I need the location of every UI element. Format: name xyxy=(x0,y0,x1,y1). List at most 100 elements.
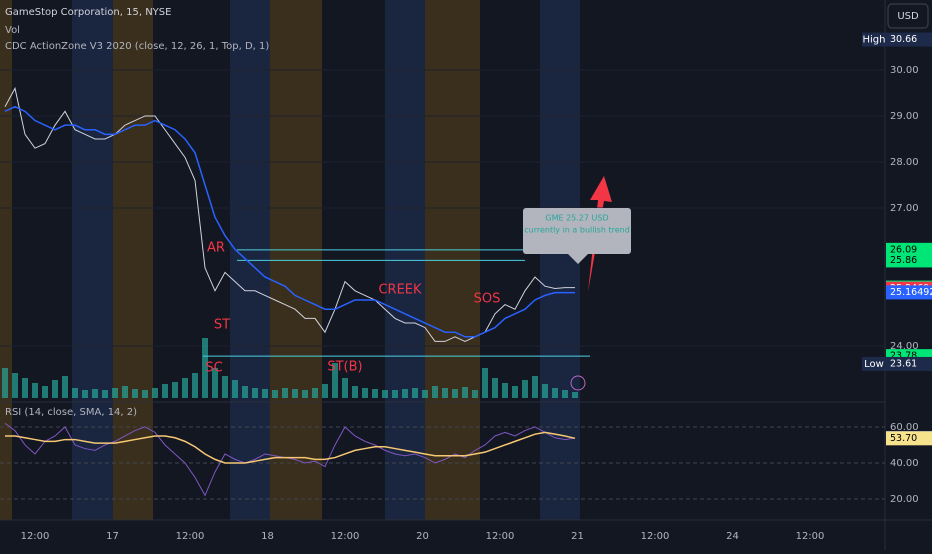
volume-bar xyxy=(422,390,428,398)
volume-bar xyxy=(132,389,138,398)
volume-bar xyxy=(492,378,498,398)
price-label: 30.66 xyxy=(890,34,917,45)
x-tick-label: 12:00 xyxy=(641,531,670,542)
volume-bar xyxy=(272,390,278,398)
price-label-name: High xyxy=(863,35,886,46)
volume-bar xyxy=(292,389,298,398)
volume-bar xyxy=(512,386,518,398)
price-label: 23.61 xyxy=(890,358,917,369)
arrow xyxy=(588,176,612,292)
price-label-box xyxy=(886,431,932,446)
volume-bar xyxy=(82,390,88,398)
x-tick-label: 12:00 xyxy=(331,531,360,542)
indicator-label: CDC ActionZone V3 2020 (close, 12, 26, 1… xyxy=(5,41,269,52)
volume-bar xyxy=(282,388,288,398)
y-tick-label: 30.00 xyxy=(890,65,919,76)
volume-bar xyxy=(172,382,178,398)
price-label: 25.86 xyxy=(890,255,917,266)
x-tick-label: 24 xyxy=(726,531,739,542)
price-label-name-box xyxy=(862,356,886,371)
volume-bar xyxy=(92,389,98,398)
line xyxy=(4,105,575,338)
x-tick-label: 20 xyxy=(416,531,429,542)
y-tick-label: 27.00 xyxy=(890,203,919,214)
volume-bar xyxy=(542,384,548,398)
annotation: CREEK xyxy=(378,283,422,298)
volume-bar xyxy=(442,388,448,398)
volume-bar xyxy=(222,376,228,398)
currency[interactable]: USD xyxy=(897,11,919,22)
volume-bar xyxy=(2,368,8,398)
volume-bar xyxy=(392,390,398,398)
band xyxy=(113,0,153,520)
volume-bar xyxy=(232,380,238,398)
event-icon xyxy=(570,375,586,391)
volume-bar xyxy=(102,390,108,398)
volume-bar xyxy=(72,388,78,398)
price-label: 26.09 xyxy=(890,244,917,255)
volume-bar xyxy=(412,388,418,398)
volume-bar xyxy=(182,378,188,398)
volume-bar xyxy=(572,392,578,398)
volume-bar xyxy=(302,390,308,398)
line xyxy=(5,431,576,464)
price-label-box xyxy=(886,285,932,300)
price-label-box xyxy=(886,32,932,47)
annotation: ST(B) xyxy=(327,360,362,375)
x-tick-label: 12:00 xyxy=(176,531,205,542)
price-label: 25.164920 xyxy=(890,287,932,298)
volume-bar xyxy=(552,388,558,398)
rsi-label: RSI (14, close, SMA, 14, 2) xyxy=(5,407,137,418)
price-label-box xyxy=(886,356,932,371)
volume-bar xyxy=(342,378,348,398)
annotation: ST xyxy=(214,318,230,333)
volume-bar xyxy=(262,389,268,398)
line xyxy=(4,422,576,497)
rsi-tick-label: 60.00 xyxy=(890,422,919,433)
price-label-box xyxy=(886,253,932,268)
callout-text: currently in a bullish trend xyxy=(524,226,630,235)
volume-bar xyxy=(322,384,328,398)
callout-tail xyxy=(568,254,588,264)
volume-bar xyxy=(12,373,18,398)
volume-bar xyxy=(112,388,118,398)
y-tick-label: 28.00 xyxy=(890,157,919,168)
price-label-box xyxy=(886,242,932,257)
price-label: 53.70 xyxy=(890,433,917,444)
volume-bar xyxy=(482,368,488,398)
volume-bar xyxy=(522,380,528,398)
rsi-tick-label: 20.00 xyxy=(890,494,919,505)
callout-text: GME 25.27 USD xyxy=(545,214,608,223)
volume-bar xyxy=(142,390,148,398)
volume-bar xyxy=(362,388,368,398)
volume-bar xyxy=(52,380,58,398)
volume-bar xyxy=(352,386,358,398)
x-tick-label: 12:00 xyxy=(21,531,50,542)
volume-bar xyxy=(242,386,248,398)
x-tick-label: 18 xyxy=(261,531,274,542)
chart-title: GameStop Corporation, 15, NYSE xyxy=(5,7,171,18)
volume-bar xyxy=(212,368,218,398)
price-axis xyxy=(885,0,932,550)
annotation: AR xyxy=(207,241,225,256)
volume-bar xyxy=(382,390,388,398)
volume-bar xyxy=(22,378,28,398)
band xyxy=(0,0,12,520)
x-tick-label: 17 xyxy=(106,531,119,542)
rsi-tick-label: 40.00 xyxy=(890,458,919,469)
volume-bar xyxy=(252,388,258,398)
callout-box xyxy=(523,208,631,254)
volume-bar xyxy=(192,373,198,398)
volume-bar xyxy=(332,363,338,398)
annotation: SOS xyxy=(474,292,501,307)
x-tick-label: 21 xyxy=(571,531,584,542)
annotation: SC xyxy=(205,361,222,376)
y-tick-label: 24.00 xyxy=(890,341,919,352)
y-tick-label: 29.00 xyxy=(890,111,919,122)
currency-button[interactable] xyxy=(887,3,929,29)
volume-bar xyxy=(372,389,378,398)
band xyxy=(72,0,113,520)
volume-bar xyxy=(432,386,438,398)
